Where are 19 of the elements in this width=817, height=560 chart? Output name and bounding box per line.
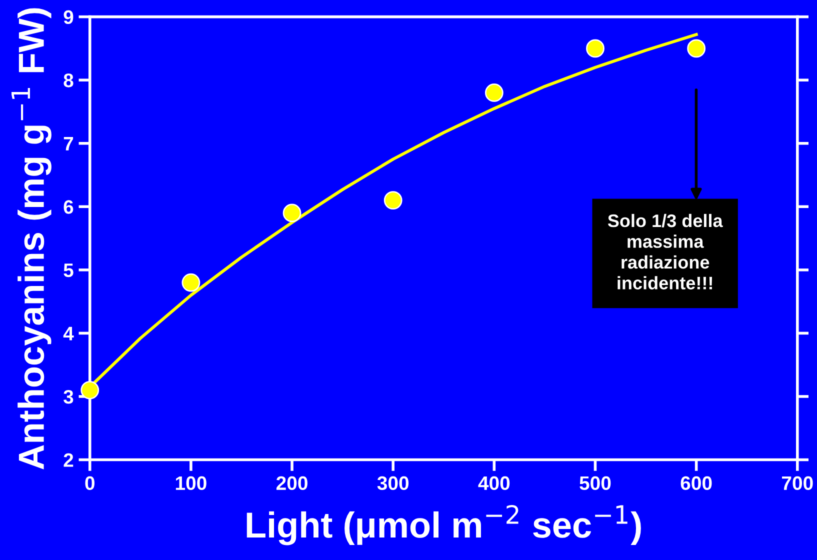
y-tick-label: 8: [64, 74, 74, 88]
x-tick-label: 100: [176, 476, 206, 490]
y-tick-label: 9: [64, 10, 74, 24]
x-tick-label: 500: [580, 476, 611, 490]
y-tick-label: 3: [64, 390, 74, 404]
x-tick-label: 0: [85, 476, 94, 490]
x-tick-label: 700: [782, 476, 813, 490]
y-axis-title: Anthocyanins (mg g$^{−1}$ FW): [12, 8, 52, 470]
y-tick-label: 7: [64, 137, 74, 150]
x-tick-label: 300: [377, 476, 409, 490]
y-tick-label: 5: [64, 264, 74, 278]
y-tick-label: 2: [64, 453, 74, 467]
x-axis-title: Light (μmol m$^{−2}$ sec$^{−1}$): [246, 504, 641, 546]
y-tick-label: 6: [64, 200, 74, 214]
annotation: Solo 1/3 della massima radiazione incidente!!!: [608, 214, 723, 290]
x-tick-label: 600: [680, 476, 712, 490]
x-tick-label: 200: [276, 476, 308, 490]
y-tick-label: 4: [63, 326, 74, 340]
x-tick-label: 400: [478, 476, 510, 490]
